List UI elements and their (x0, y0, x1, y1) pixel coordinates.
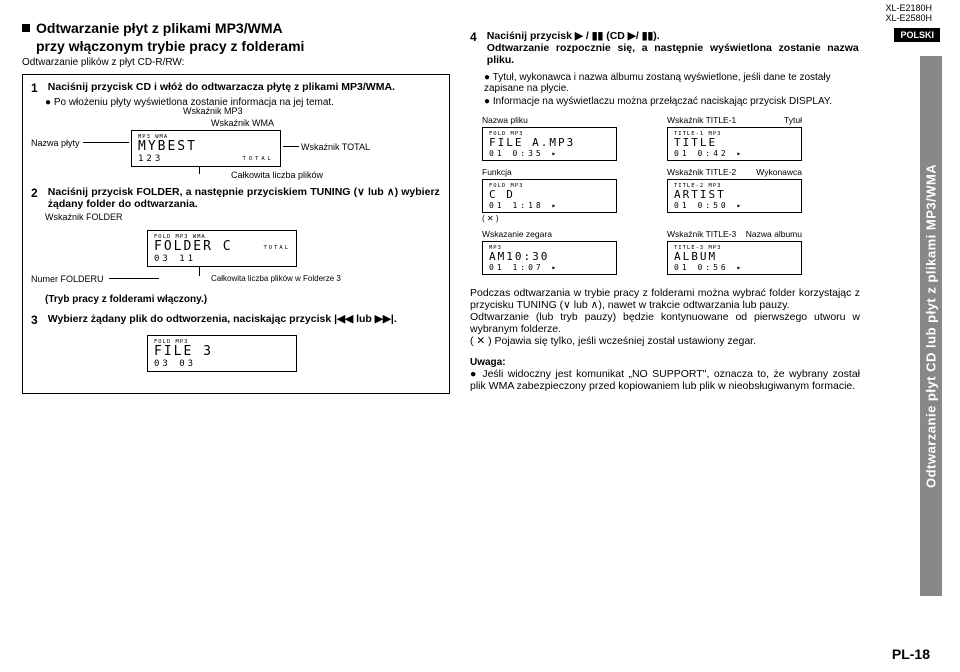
clock-mark: ( ✕ ) (482, 214, 617, 223)
label-clock: Wskazanie zegara (482, 229, 617, 239)
step-box: 1 Naciśnij przycisk CD i włóż do odtwarz… (22, 74, 450, 394)
label-folder-ind: Wskaźnik FOLDER (45, 212, 441, 222)
label-wma: Wskaźnik WMA (211, 118, 274, 128)
page-number: PL-18 (892, 646, 930, 662)
lcd-row-3: Wskazanie zegara MP3 AM10:30 01 1:07 ▸ W… (482, 229, 860, 275)
section-title: Odtwarzanie płyt z plikami MP3/WMA przy … (22, 20, 450, 55)
label-wykonawca: Wykonawca (756, 167, 802, 177)
title-line1: Odtwarzanie płyt z plikami MP3/WMA (36, 20, 283, 36)
lcd-r1b: TITLE-1 MP3 TITLE 01 0:42 ▸ (667, 127, 802, 161)
label-title3: Wskaźnik TITLE-3 (667, 229, 736, 239)
label-function: Funkcja (482, 167, 617, 177)
step-1-text: Naciśnij przycisk CD i włóż do odtwarzac… (48, 81, 440, 93)
para-1: Podczas odtwarzania w trybie pracy z fol… (470, 287, 860, 311)
lcd-3-wrap: FOLD MP3 FILE 3 03 03 (91, 335, 441, 377)
lcd-r3b: TITLE-3 MP3 ALBUM 01 0:56 ▸ (667, 241, 802, 275)
lcd-2-wrap: FOLD MP3 WMA FOLDER CTOTAL 03 11 Numer F… (91, 230, 441, 286)
language-badge: POLSKI (894, 28, 940, 42)
para-2: Odtwarzanie (lub tryb pauzy) będzie kont… (470, 311, 860, 335)
lcd-row-2: Funkcja FOLD MP3 C D 01 1:18 ▸ ( ✕ ) Wsk… (482, 167, 860, 223)
step-1-num: 1 (31, 81, 45, 95)
folder-mode-note: (Tryb pracy z folderami włączony.) (45, 294, 441, 305)
label-mp3: Wskaźnik MP3 (183, 106, 243, 116)
label-album: Nazwa albumu (746, 229, 802, 239)
r-bullet-1: ● Tytuł, wykonawca i nazwa albumu zostan… (484, 72, 860, 94)
lcd-r2b: TITLE-2 MP3 ARTIST 01 0:50 ▸ (667, 179, 802, 213)
title-line2: przy włączonym trybie pracy z folderami (36, 38, 304, 54)
subtitle: Odtwarzanie plików z płyt CD-R/RW: (22, 57, 450, 68)
label-disc-name: Nazwa płyty (31, 138, 80, 148)
note-heading: Uwaga: (470, 357, 860, 368)
side-bar: XL-E2180HXL-E2580H POLSKI Odtwarzanie pł… (870, 0, 960, 672)
label-total-files: Całkowita liczba plików (231, 170, 323, 180)
lcd-row-1: Nazwa pliku FOLD MP3 FILE A.MP3 01 0:35 … (482, 115, 860, 161)
lcd-2: FOLD MP3 WMA FOLDER CTOTAL 03 11 (147, 230, 297, 267)
lcd-r2a: FOLD MP3 C D 01 1:18 ▸ (482, 179, 617, 213)
label-total: Wskaźnik TOTAL (301, 142, 370, 152)
lcd-3: FOLD MP3 FILE 3 03 03 (147, 335, 297, 372)
step-2-num: 2 (31, 186, 45, 200)
step-3-text: Wybierz żądany plik do odtworzenia, naci… (48, 313, 440, 325)
label-folder-num: Numer FOLDERU (31, 274, 104, 284)
step-4-text: Naciśnij przycisk ▶ / ▮▮ (CD ▶/ ▮▮).Odtw… (487, 30, 859, 66)
note-text: Jeśli widoczny jest komunikat „NO SUPPOR… (470, 368, 860, 392)
para-3: ( ✕ ) Pojawia się tylko, jeśli wcześniej… (470, 335, 860, 347)
model-numbers: XL-E2180HXL-E2580H (885, 4, 932, 24)
label-folder-files: Całkowita liczba plików w Folderze 3 (211, 274, 341, 283)
note-block: Uwaga: ● Jeśli widoczny jest komunikat „… (470, 357, 860, 392)
label-title1: Wskaźnik TITLE-1 (667, 115, 736, 125)
left-column: Odtwarzanie płyt z plikami MP3/WMA przy … (0, 0, 460, 672)
lcd-1-wrap: Wskaźnik MP3 Wskaźnik WMA Nazwa płyty MP… (91, 116, 441, 178)
label-filename: Nazwa pliku (482, 115, 617, 125)
lcd-r1a: FOLD MP3 FILE A.MP3 01 0:35 ▸ (482, 127, 617, 161)
step-2-text: Naciśnij przycisk FOLDER, a następnie pr… (48, 186, 440, 210)
step-4-num: 4 (470, 30, 484, 44)
r-bullet-2: ● Informacje na wyświetlaczu można przeł… (484, 96, 860, 107)
step-1-bullet: ● Po włożeniu płyty wyświetlona zostanie… (45, 97, 441, 108)
lcd-1: MP3 WMA MYBEST 123TOTAL (131, 130, 281, 167)
label-tytul: Tytuł (784, 115, 802, 125)
right-column: 4 Naciśnij przycisk ▶ / ▮▮ (CD ▶/ ▮▮).Od… (460, 0, 870, 672)
label-title2: Wskaźnik TITLE-2 (667, 167, 736, 177)
side-tab: Odtwarzanie płyt CD lub płyt z plikami M… (920, 56, 942, 596)
lcd-r3a: MP3 AM10:30 01 1:07 ▸ (482, 241, 617, 275)
step-3-num: 3 (31, 313, 45, 327)
